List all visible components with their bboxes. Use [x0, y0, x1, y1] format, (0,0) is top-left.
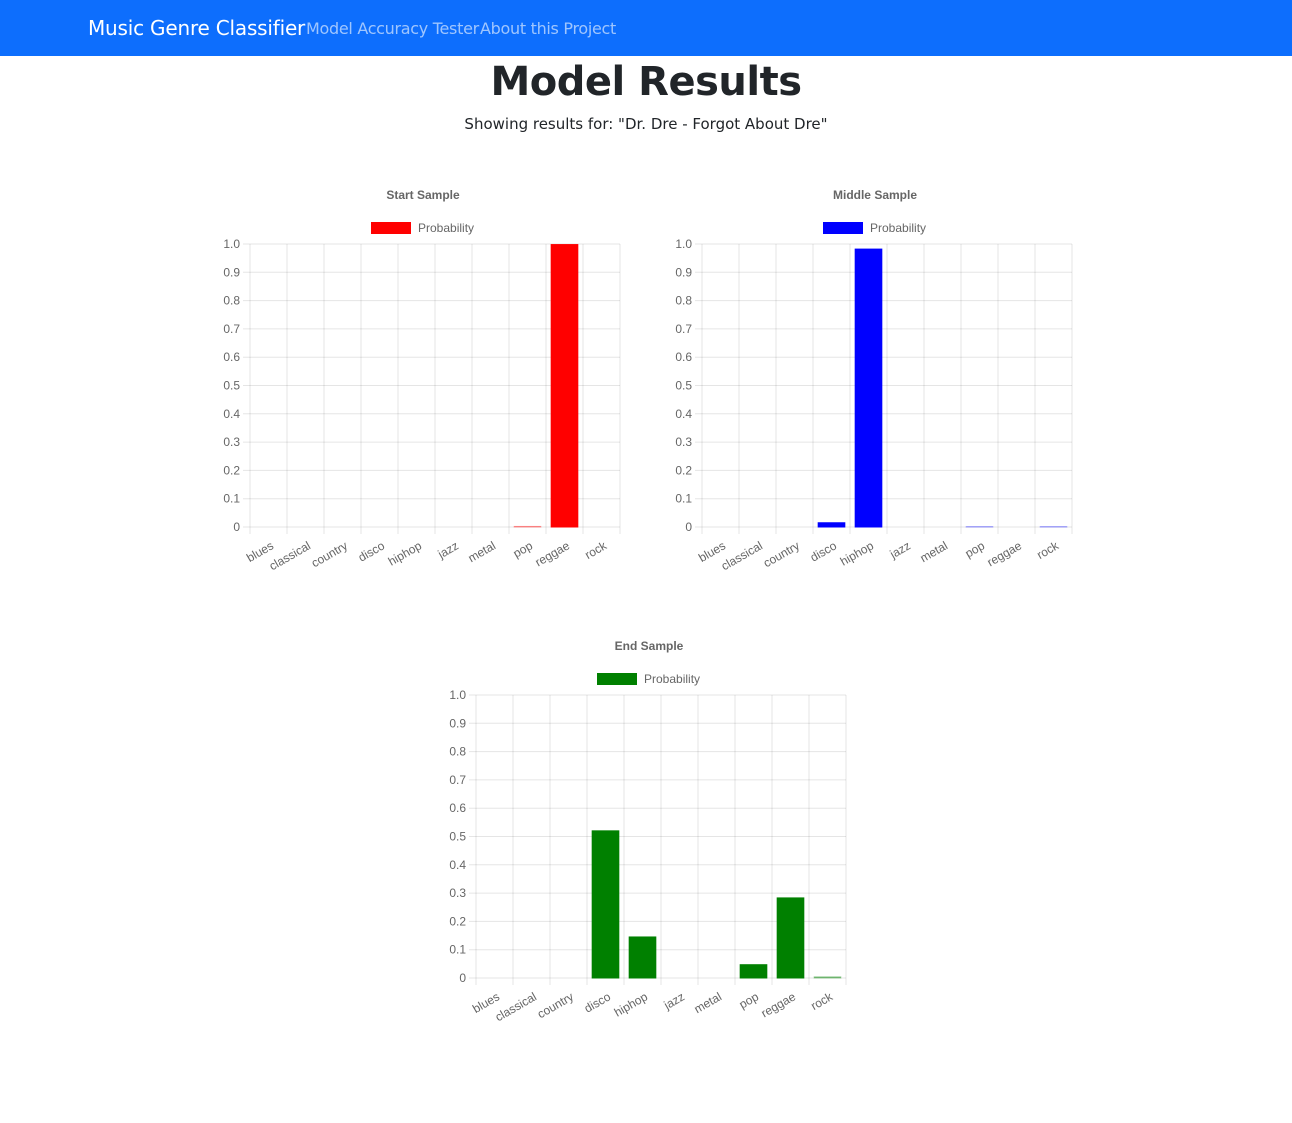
middle-sample-chart: Middle Sample Probability 0 0.1 0.2 0.3 0.4 0.5… [670, 180, 1080, 585]
chart-1-title: Middle Sample [833, 188, 917, 202]
chart-1-ytick-label: 0.3 [675, 435, 692, 449]
end-sample-chart-svg: End Sample Probability 0 0.1 0.2 0.3 0.4 0.5 0.6… [449, 639, 847, 1024]
start-sample-chart-svg: Start Sample Probability 0 0.1 0.2 0.3 0.4 0.5 0… [223, 188, 621, 573]
middle-sample-chart-svg: Middle Sample Probability 0 0.1 0.2 0.3 0.4 0.5… [675, 188, 1073, 573]
chart-0-ytick-label: 0 [233, 520, 240, 534]
chart-0-bar-pop[interactable] [513, 525, 542, 528]
chart-0-ytick-label: 0.7 [223, 322, 240, 336]
chart-0-xtick-label: metal [466, 538, 498, 565]
chart-1-ytick-label: 0 [685, 520, 692, 534]
chart-2-ytick-label: 1.0 [449, 688, 466, 702]
chart-2-xtick-label: metal [692, 989, 724, 1016]
chart-1-xtick-label: country [761, 538, 802, 570]
chart-2-xtick-label: rock [808, 989, 835, 1013]
chart-2-xtick-label: hiphop [612, 989, 650, 1019]
nav-link-about-project[interactable]: About this Project [480, 19, 617, 38]
end-sample-chart: End Sample Probability 0 0.1 0.2 0.3 0.4 0.5 0.6… [444, 631, 854, 1036]
chart-2-legend-swatch[interactable] [597, 673, 637, 685]
chart-1-ytick-label: 0.9 [675, 265, 692, 279]
chart-2-bar-pop[interactable] [739, 964, 768, 979]
chart-2-xtick-label: disco [582, 989, 614, 1015]
chart-0-xtick-label: jazz [435, 538, 461, 561]
chart-2-ytick-label: 0.7 [449, 773, 466, 787]
chart-1-ytick-label: 0.7 [675, 322, 692, 336]
chart-1-ytick-label: 0.8 [675, 294, 692, 308]
chart-1-ytick-label: 1.0 [675, 237, 692, 251]
chart-0-xtick-label: rock [582, 538, 609, 562]
page-title: Model Results [490, 59, 802, 105]
chart-2-ytick-label: 0.5 [449, 830, 466, 844]
chart-0-ytick-label: 0.3 [223, 435, 240, 449]
chart-0-ytick-label: 0.2 [223, 463, 240, 477]
chart-2-ytick-label: 0.1 [449, 943, 466, 957]
chart-2-bar-rock[interactable] [813, 976, 842, 979]
chart-2-ytick-label: 0.9 [449, 716, 466, 730]
chart-0-ytick-label: 0.9 [223, 265, 240, 279]
chart-1-xtick-label: rock [1034, 538, 1061, 562]
chart-0-legend-swatch[interactable] [371, 222, 411, 234]
chart-2-legend-label[interactable]: Probability [644, 672, 700, 686]
chart-1-bar-disco[interactable] [817, 522, 846, 528]
chart-2-ytick-label: 0 [459, 971, 466, 985]
chart-2-xtick-label: classical [493, 989, 539, 1024]
chart-1-legend-swatch[interactable] [823, 222, 863, 234]
chart-1-xtick-label: classical [719, 538, 765, 573]
chart-0-xtick-label: disco [356, 538, 388, 564]
chart-0-title: Start Sample [386, 188, 460, 202]
chart-1-legend-label[interactable]: Probability [870, 221, 926, 235]
chart-2-xtick-label: country [535, 989, 576, 1021]
nav-link-model-accuracy-tester[interactable]: Model Accuracy Tester [306, 19, 479, 38]
chart-2-bar-reggae[interactable] [776, 897, 805, 979]
chart-2-bar-hiphop[interactable] [628, 936, 657, 979]
chart-1-xtick-label: disco [808, 538, 840, 564]
chart-0-ytick-label: 0.1 [223, 492, 240, 506]
chart-2-xtick-label: reggae [759, 989, 799, 1020]
chart-0-xtick-label: country [309, 538, 350, 570]
chart-0-legend-label[interactable]: Probability [418, 221, 474, 235]
chart-2-ytick-label: 0.8 [449, 745, 466, 759]
chart-0-xtick-label: hiphop [386, 538, 424, 568]
chart-1-xtick-label: reggae [985, 538, 1025, 569]
chart-2-xtick-label: jazz [661, 989, 687, 1012]
brand-link[interactable]: Music Genre Classifier [88, 16, 306, 40]
chart-1-xtick-label: hiphop [838, 538, 876, 568]
chart-1-ytick-label: 0.1 [675, 492, 692, 506]
results-subtitle: Showing results for: "Dr. Dre - Forgot A… [464, 115, 828, 133]
chart-1-ytick-label: 0.5 [675, 379, 692, 393]
chart-1-bar-hiphop[interactable] [854, 248, 883, 528]
chart-0-ytick-label: 0.6 [223, 350, 240, 364]
chart-2-title: End Sample [615, 639, 684, 653]
chart-2-ytick-label: 0.2 [449, 914, 466, 928]
chart-0-ytick-label: 1.0 [223, 237, 240, 251]
chart-1-xtick-label: metal [918, 538, 950, 565]
chart-0-ytick-label: 0.8 [223, 294, 240, 308]
chart-0-bar-reggae[interactable] [550, 244, 579, 528]
chart-2-ytick-label: 0.4 [449, 858, 466, 872]
start-sample-chart: Start Sample Probability 0 0.1 0.2 0.3 0.4 0.5 0… [218, 180, 628, 585]
chart-2-bar-disco[interactable] [591, 830, 620, 979]
chart-0-ytick-label: 0.5 [223, 379, 240, 393]
chart-2-ytick-label: 0.6 [449, 801, 466, 815]
chart-1-ytick-label: 0.4 [675, 407, 692, 421]
chart-2-ytick-label: 0.3 [449, 886, 466, 900]
chart-0-ytick-label: 0.4 [223, 407, 240, 421]
chart-1-ytick-label: 0.6 [675, 350, 692, 364]
navbar: Music Genre Classifier Model Accuracy Te… [0, 0, 1292, 56]
chart-1-ytick-label: 0.2 [675, 463, 692, 477]
chart-1-xtick-label: jazz [887, 538, 913, 561]
chart-0-xtick-label: classical [267, 538, 313, 573]
chart-0-xtick-label: reggae [533, 538, 573, 569]
